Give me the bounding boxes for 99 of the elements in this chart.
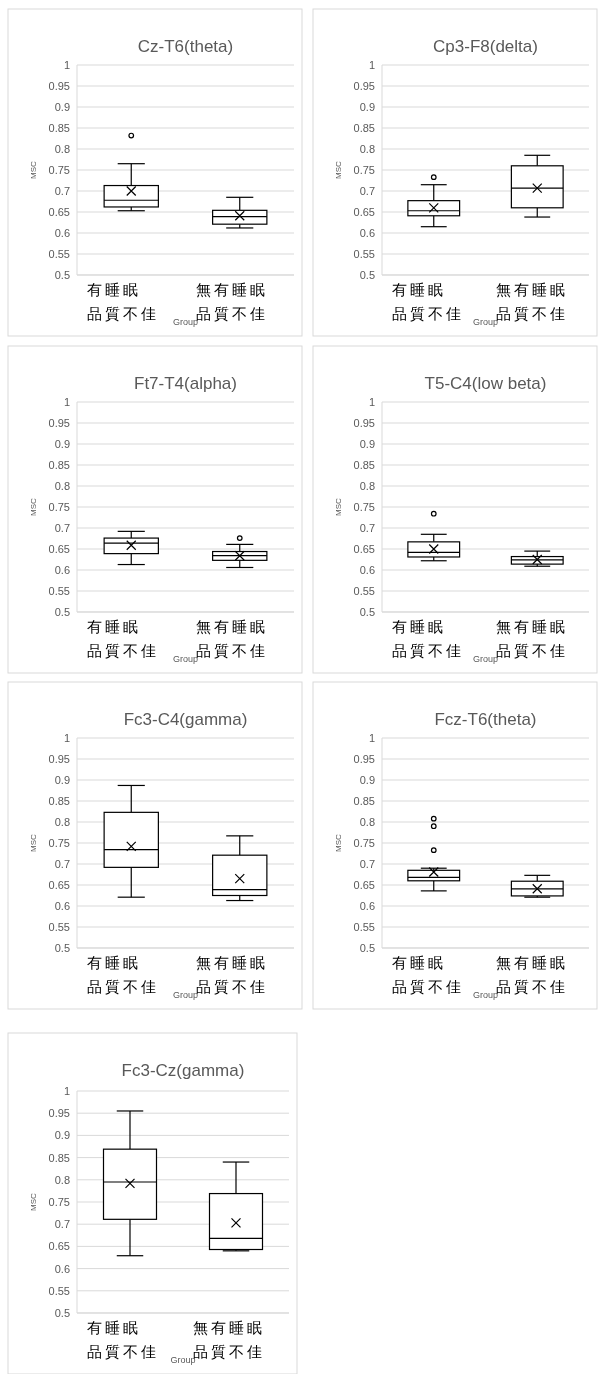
x-tick-label: 無有睡眠品質不佳 <box>193 1320 265 1360</box>
y-tick-label: 0.8 <box>54 480 70 492</box>
y-tick-label: 0.7 <box>54 522 70 534</box>
y-tick-label: 0.85 <box>48 795 70 807</box>
y-tick-label: 0.7 <box>359 522 375 534</box>
y-tick-label: 0.7 <box>54 858 70 870</box>
y-tick-label: 0.85 <box>48 122 70 134</box>
x-tick-label: 有睡眠品質不佳 <box>392 619 464 659</box>
y-tick-label: 1 <box>368 732 375 744</box>
y-tick-label: 0.85 <box>353 122 375 134</box>
y-tick-label: 0.8 <box>359 816 375 828</box>
y-tick-label: 0.85 <box>353 795 375 807</box>
y-tick-label: 0.75 <box>48 164 70 176</box>
y-tick-label: 1 <box>63 396 70 408</box>
y-tick-label: 0.6 <box>359 564 375 576</box>
y-tick-label: 0.55 <box>353 248 375 260</box>
y-axis-title: MSC <box>29 833 38 852</box>
x-tick-label: 有睡眠品質不佳 <box>87 282 159 322</box>
y-tick-label: 0.5 <box>54 269 70 281</box>
y-tick-label: 0.8 <box>54 816 70 828</box>
chart-title: T5-C4(low beta) <box>424 374 547 393</box>
y-tick-label: 0.6 <box>359 900 375 912</box>
y-tick-label: 1 <box>63 59 70 71</box>
y-tick-label: 0.6 <box>54 227 70 239</box>
y-axis-title: MSC <box>29 160 38 179</box>
y-tick-label: 0.95 <box>48 753 70 765</box>
y-tick-label: 0.9 <box>54 101 70 113</box>
y-axis-title: MSC <box>334 833 343 852</box>
chart-title: Fcz-T6(theta) <box>434 710 537 729</box>
y-tick-label: 0.5 <box>359 269 375 281</box>
y-axis-title: MSC <box>29 1192 38 1211</box>
y-tick-label: 0.8 <box>54 143 70 155</box>
y-tick-label: 0.5 <box>359 606 375 618</box>
y-tick-label: 0.7 <box>359 858 375 870</box>
y-tick-label: 0.7 <box>54 185 70 197</box>
y-tick-label: 0.55 <box>48 1284 70 1297</box>
y-tick-label: 0.9 <box>54 438 70 450</box>
y-axis-title: MSC <box>334 497 343 516</box>
y-tick-label: 0.65 <box>353 206 375 218</box>
y-tick-label: 0.55 <box>353 585 375 597</box>
y-tick-label: 0.6 <box>54 564 70 576</box>
y-tick-label: 0.75 <box>48 837 70 849</box>
y-tick-label: 0.95 <box>48 80 70 92</box>
y-tick-label: 0.85 <box>353 459 375 471</box>
chart-title: Cp3-F8(delta) <box>433 37 538 56</box>
y-tick-label: 1 <box>368 396 375 408</box>
chart-title: Fc3-Cz(gamma) <box>121 1061 245 1080</box>
y-tick-label: 0.9 <box>54 1129 70 1142</box>
y-tick-label: 0.65 <box>48 543 70 555</box>
chart-title: Cz-T6(theta) <box>137 37 234 56</box>
y-tick-label: 0.5 <box>54 606 70 618</box>
y-tick-label: 0.65 <box>48 1240 70 1253</box>
y-tick-label: 1 <box>63 1085 70 1097</box>
y-axis-title: MSC <box>334 160 343 179</box>
x-tick-label: 有睡眠品質不佳 <box>87 619 159 659</box>
y-tick-label: 0.95 <box>353 80 375 92</box>
y-tick-label: 0.5 <box>54 1307 70 1319</box>
y-tick-label: 0.55 <box>353 921 375 933</box>
y-tick-label: 0.6 <box>359 227 375 239</box>
chart-title: Fc3-C4(gamma) <box>123 710 248 729</box>
y-tick-label: 0.75 <box>353 501 375 513</box>
y-tick-label: 0.75 <box>353 837 375 849</box>
x-tick-label: 有睡眠品質不佳 <box>392 955 464 995</box>
y-tick-label: 0.8 <box>54 1173 70 1186</box>
x-tick-label: 有睡眠品質不佳 <box>392 282 464 322</box>
y-tick-label: 0.65 <box>353 879 375 891</box>
y-tick-label: 1 <box>63 732 70 744</box>
y-tick-label: 0.85 <box>48 1151 70 1164</box>
y-tick-label: 0.65 <box>353 543 375 555</box>
y-tick-label: 0.55 <box>48 921 70 933</box>
y-tick-label: 0.8 <box>359 143 375 155</box>
y-tick-label: 0.55 <box>48 585 70 597</box>
y-tick-label: 0.65 <box>48 206 70 218</box>
y-tick-label: 0.75 <box>48 1196 70 1208</box>
y-tick-label: 0.5 <box>359 942 375 954</box>
y-tick-label: 0.75 <box>353 164 375 176</box>
y-tick-label: 0.6 <box>54 900 70 912</box>
y-tick-label: 1 <box>368 59 375 71</box>
x-tick-label: 有睡眠品質不佳 <box>87 955 159 995</box>
y-tick-label: 0.9 <box>359 774 375 786</box>
y-tick-label: 0.9 <box>54 774 70 786</box>
y-tick-label: 0.7 <box>54 1218 70 1231</box>
y-tick-label: 0.95 <box>48 1107 70 1120</box>
y-tick-label: 0.95 <box>353 417 375 429</box>
chart-title: Ft7-T4(alpha) <box>134 374 237 393</box>
y-tick-label: 0.7 <box>359 185 375 197</box>
y-tick-label: 0.9 <box>359 438 375 450</box>
y-tick-label: 0.8 <box>359 480 375 492</box>
y-tick-label: 0.65 <box>48 879 70 891</box>
y-tick-label: 0.75 <box>48 501 70 513</box>
y-tick-label: 0.85 <box>48 459 70 471</box>
y-tick-label: 0.95 <box>48 417 70 429</box>
y-tick-label: 0.55 <box>48 248 70 260</box>
y-tick-label: 0.6 <box>54 1262 70 1275</box>
y-tick-label: 0.9 <box>359 101 375 113</box>
y-tick-label: 0.95 <box>353 753 375 765</box>
x-tick-label: 有睡眠品質不佳 <box>87 1320 159 1360</box>
y-axis-title: MSC <box>29 497 38 516</box>
y-tick-label: 0.5 <box>54 942 70 954</box>
